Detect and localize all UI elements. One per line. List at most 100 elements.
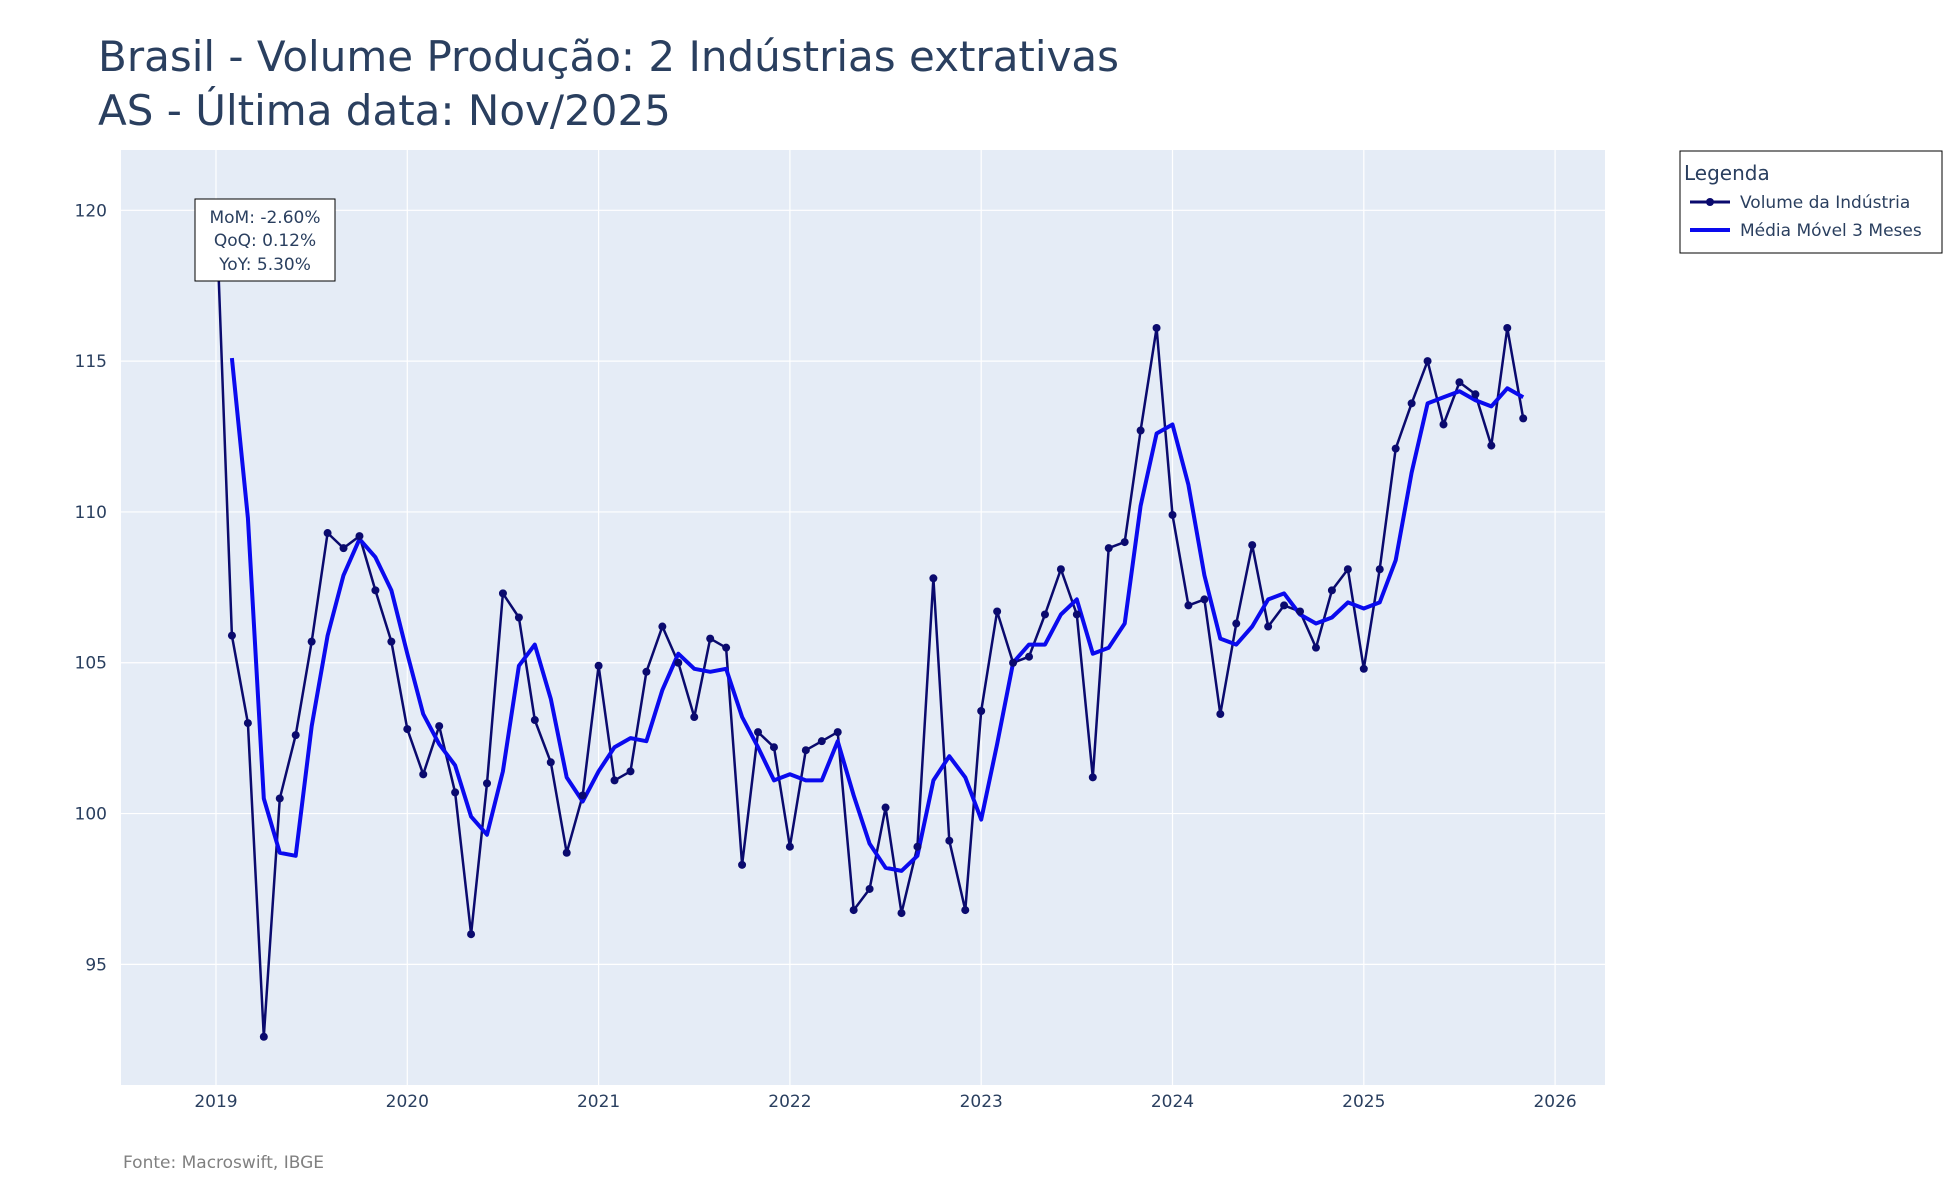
data-point-volume	[546, 758, 555, 767]
data-point-volume	[483, 779, 492, 788]
y-tick-label-115: 115	[75, 352, 107, 372]
data-point-volume	[658, 622, 667, 631]
data-point-volume	[706, 634, 715, 643]
data-point-volume	[1423, 357, 1432, 366]
x-axis-ticks: 2019 2020 2021 2022 2023 2024 2025 2026	[194, 1092, 1576, 1112]
y-tick-label-100: 100	[75, 805, 107, 825]
plot-background	[121, 150, 1605, 1085]
data-point-volume	[1184, 601, 1193, 610]
data-point-volume	[1311, 643, 1320, 652]
data-point-volume	[1455, 378, 1464, 387]
data-point-volume	[227, 631, 236, 640]
x-tick-label-2019: 2019	[194, 1092, 237, 1112]
data-point-volume	[355, 532, 364, 541]
data-point-volume	[403, 725, 412, 734]
data-point-volume	[722, 643, 731, 652]
chart-title-line2: AS - Última data: Nov/2025	[98, 86, 671, 135]
legend-marker-volume	[1706, 198, 1714, 206]
data-point-volume	[323, 529, 332, 538]
data-point-volume	[690, 713, 699, 722]
x-tick-label-2025: 2025	[1342, 1092, 1385, 1112]
legend-title: Legenda	[1684, 161, 1770, 185]
y-gridlines	[121, 209, 1605, 965]
series-line-moving-average	[229, 357, 1525, 873]
source-note: Fonte: Macroswift, IBGE	[123, 1153, 324, 1173]
data-point-volume	[769, 743, 778, 752]
data-point-volume	[259, 1032, 268, 1041]
data-point-volume	[243, 719, 252, 728]
data-point-volume	[1025, 652, 1034, 661]
data-point-volume	[419, 770, 428, 779]
stats-annotation-box	[194, 198, 336, 282]
data-point-volume	[881, 803, 890, 812]
data-point-volume	[387, 637, 396, 646]
y-axis-ticks: 95 100 105 110 115 120	[75, 201, 107, 975]
data-point-volume	[993, 607, 1002, 616]
data-point-volume	[642, 667, 651, 676]
data-point-volume	[754, 728, 763, 737]
data-point-volume	[961, 906, 970, 915]
data-point-volume	[1519, 414, 1528, 423]
data-point-volume	[610, 776, 619, 785]
data-point-volume	[1072, 610, 1081, 619]
data-point-volume	[913, 842, 922, 851]
data-point-volume	[1391, 444, 1400, 453]
y-tick-label-95: 95	[85, 955, 107, 975]
data-point-volume	[562, 848, 571, 857]
data-point-volume	[1120, 538, 1129, 547]
data-point-volume	[275, 794, 284, 803]
data-point-volume	[801, 746, 810, 755]
chart-title: Brasil - Volume Produção: 2 Indústrias e…	[98, 30, 1119, 138]
data-point-volume	[929, 574, 938, 583]
data-point-volume	[1327, 586, 1336, 595]
legend-item-volume[interactable]: Volume da Indústria	[1690, 193, 1910, 213]
data-point-volume	[674, 658, 683, 667]
data-point-volume	[1136, 426, 1145, 435]
chart-title-line1: Brasil - Volume Produção: 2 Indústrias e…	[98, 32, 1120, 81]
x-tick-label-2026: 2026	[1533, 1092, 1576, 1112]
data-point-volume	[514, 613, 523, 622]
data-point-volume	[1200, 595, 1209, 604]
x-gridlines	[215, 150, 1556, 1085]
data-point-volume	[1471, 390, 1480, 399]
data-point-volume	[291, 731, 300, 740]
data-point-volume	[1487, 441, 1496, 450]
data-point-volume	[865, 884, 874, 893]
data-point-volume	[1088, 773, 1097, 782]
data-point-volume	[626, 767, 635, 776]
data-point-volume	[1168, 510, 1177, 519]
data-point-volume	[1503, 323, 1512, 332]
data-point-volume	[738, 860, 747, 869]
data-point-volume	[467, 930, 476, 939]
data-point-volume	[833, 728, 842, 737]
x-tick-label-2021: 2021	[577, 1092, 620, 1112]
data-point-volume	[849, 906, 858, 915]
data-point-volume	[1056, 565, 1065, 574]
data-point-volume	[1359, 664, 1368, 673]
legend: Legenda Volume da Indústria Média Móvel …	[1679, 150, 1943, 254]
legend-label-volume: Volume da Indústria	[1740, 193, 1910, 213]
stats-annotation: MoM: -2.60% QoQ: 0.12% YoY: 5.30%	[194, 198, 336, 282]
x-tick-label-2020: 2020	[386, 1092, 429, 1112]
legend-item-moving-average[interactable]: Média Móvel 3 Meses	[1690, 221, 1922, 241]
data-point-volume	[1248, 541, 1257, 550]
data-point-volume	[498, 589, 507, 598]
data-point-volume	[1296, 607, 1305, 616]
data-point-volume	[530, 716, 539, 725]
data-point-volume	[785, 842, 794, 851]
data-point-volume	[594, 661, 603, 670]
data-point-volume	[1009, 658, 1018, 667]
x-tick-label-2024: 2024	[1151, 1092, 1194, 1112]
data-point-volume	[1104, 544, 1113, 553]
data-point-volume	[1439, 420, 1448, 429]
data-point-volume	[1343, 565, 1352, 574]
data-point-volume	[435, 722, 444, 731]
data-point-volume	[1407, 399, 1416, 408]
y-tick-label-110: 110	[75, 503, 107, 523]
y-tick-label-105: 105	[75, 654, 107, 674]
data-point-volume	[339, 544, 348, 553]
data-point-volume	[307, 637, 316, 646]
data-point-volume	[897, 909, 906, 918]
data-point-volume	[1280, 601, 1289, 610]
